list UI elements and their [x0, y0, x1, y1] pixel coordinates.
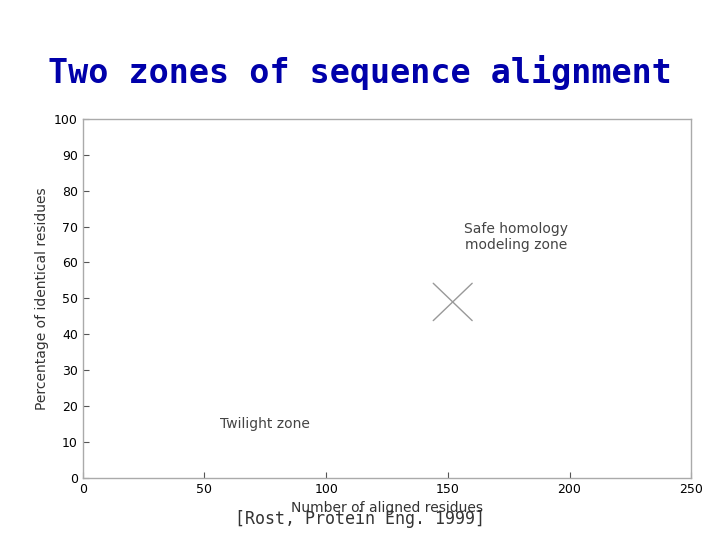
Text: Twilight zone: Twilight zone [220, 417, 310, 431]
Text: [Rost, Protein Eng. 1999]: [Rost, Protein Eng. 1999] [235, 510, 485, 529]
X-axis label: Number of aligned residues: Number of aligned residues [291, 501, 483, 515]
Text: Two zones of sequence alignment: Two zones of sequence alignment [48, 56, 672, 90]
Y-axis label: Percentage of identical residues: Percentage of identical residues [35, 187, 48, 410]
Text: Safe homology
modeling zone: Safe homology modeling zone [464, 222, 568, 252]
